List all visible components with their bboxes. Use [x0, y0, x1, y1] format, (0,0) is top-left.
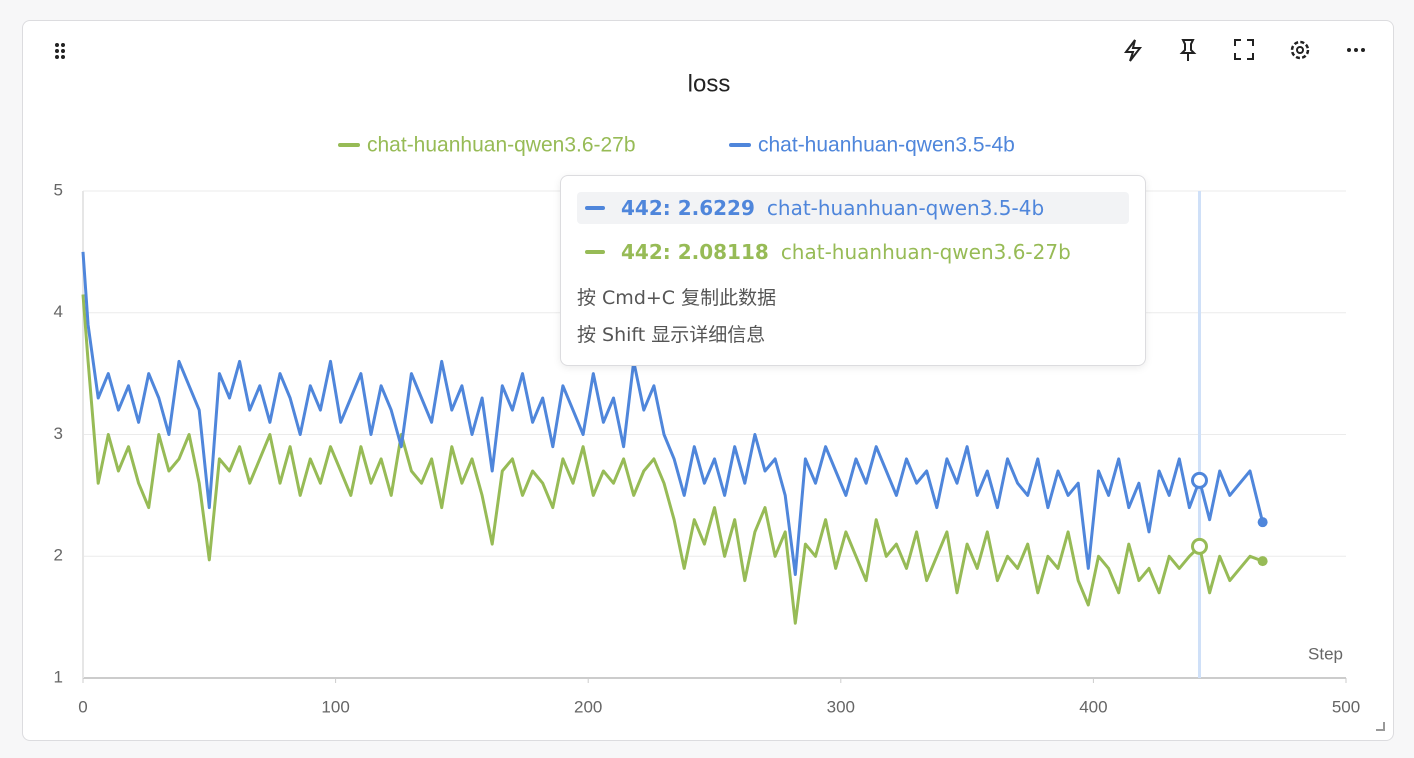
legend-label: chat-huanhuan-qwen3.6-27b	[367, 134, 636, 157]
pin-icon[interactable]	[1179, 39, 1197, 61]
end-point	[1257, 517, 1268, 528]
x-tick-label: 400	[1079, 697, 1107, 716]
tooltip-hint: 按 Cmd+C 复制此数据	[577, 287, 777, 309]
tooltip-row: 442: 2.08118 chat-huanhuan-qwen3.6-27b	[577, 236, 1129, 268]
more-icon[interactable]	[1347, 48, 1365, 52]
tooltip-row: 442: 2.6229 chat-huanhuan-qwen3.5-4b	[577, 192, 1129, 224]
tooltip: 442: 2.6229 chat-huanhuan-qwen3.5-4b 442: …	[560, 175, 1146, 366]
y-tick-label: 2	[54, 546, 63, 565]
y-tick-label: 5	[54, 180, 63, 199]
x-tick-label: 200	[574, 697, 602, 716]
y-tick-label: 4	[54, 302, 63, 321]
tooltip-swatch	[585, 250, 605, 254]
series-line	[81, 294, 1264, 625]
x-axis-label: Step	[1308, 644, 1343, 663]
series-line	[81, 251, 1265, 576]
x-tick-label: 300	[827, 697, 855, 716]
hover-point	[1190, 537, 1208, 555]
y-tick-label: 1	[54, 667, 63, 686]
tooltip-series: chat-huanhuan-qwen3.6-27b	[780, 240, 1071, 264]
tooltip-hint: 按 Shift 显示详细信息	[577, 324, 766, 346]
hover-point	[1190, 471, 1208, 489]
chart-card	[22, 20, 1394, 741]
tooltip-series: chat-huanhuan-qwen3.5-4b	[766, 196, 1045, 220]
x-tick-label: 0	[78, 697, 87, 716]
x-tick-label: 500	[1332, 697, 1360, 716]
resize-handle[interactable]	[1376, 722, 1385, 731]
fullscreen-icon[interactable]	[1234, 39, 1254, 60]
tooltip-swatch	[585, 206, 605, 210]
tooltip-value: 442: 2.6229	[621, 196, 755, 220]
x-tick-label: 100	[321, 697, 349, 716]
legend: chat-huanhuan-qwen3.6-27b chat-huanhuan-q…	[338, 134, 1015, 157]
end-point	[1257, 556, 1268, 567]
settings-icon[interactable]	[1290, 40, 1310, 60]
toolbar	[55, 39, 1365, 62]
drag-handle[interactable]	[55, 43, 65, 59]
tooltip-value: 442: 2.08118	[621, 240, 769, 264]
flash-icon[interactable]	[1124, 39, 1143, 62]
legend-label: chat-huanhuan-qwen3.5-4b	[758, 134, 1015, 157]
y-tick-label: 3	[54, 424, 63, 443]
chart-title: loss	[688, 70, 731, 97]
